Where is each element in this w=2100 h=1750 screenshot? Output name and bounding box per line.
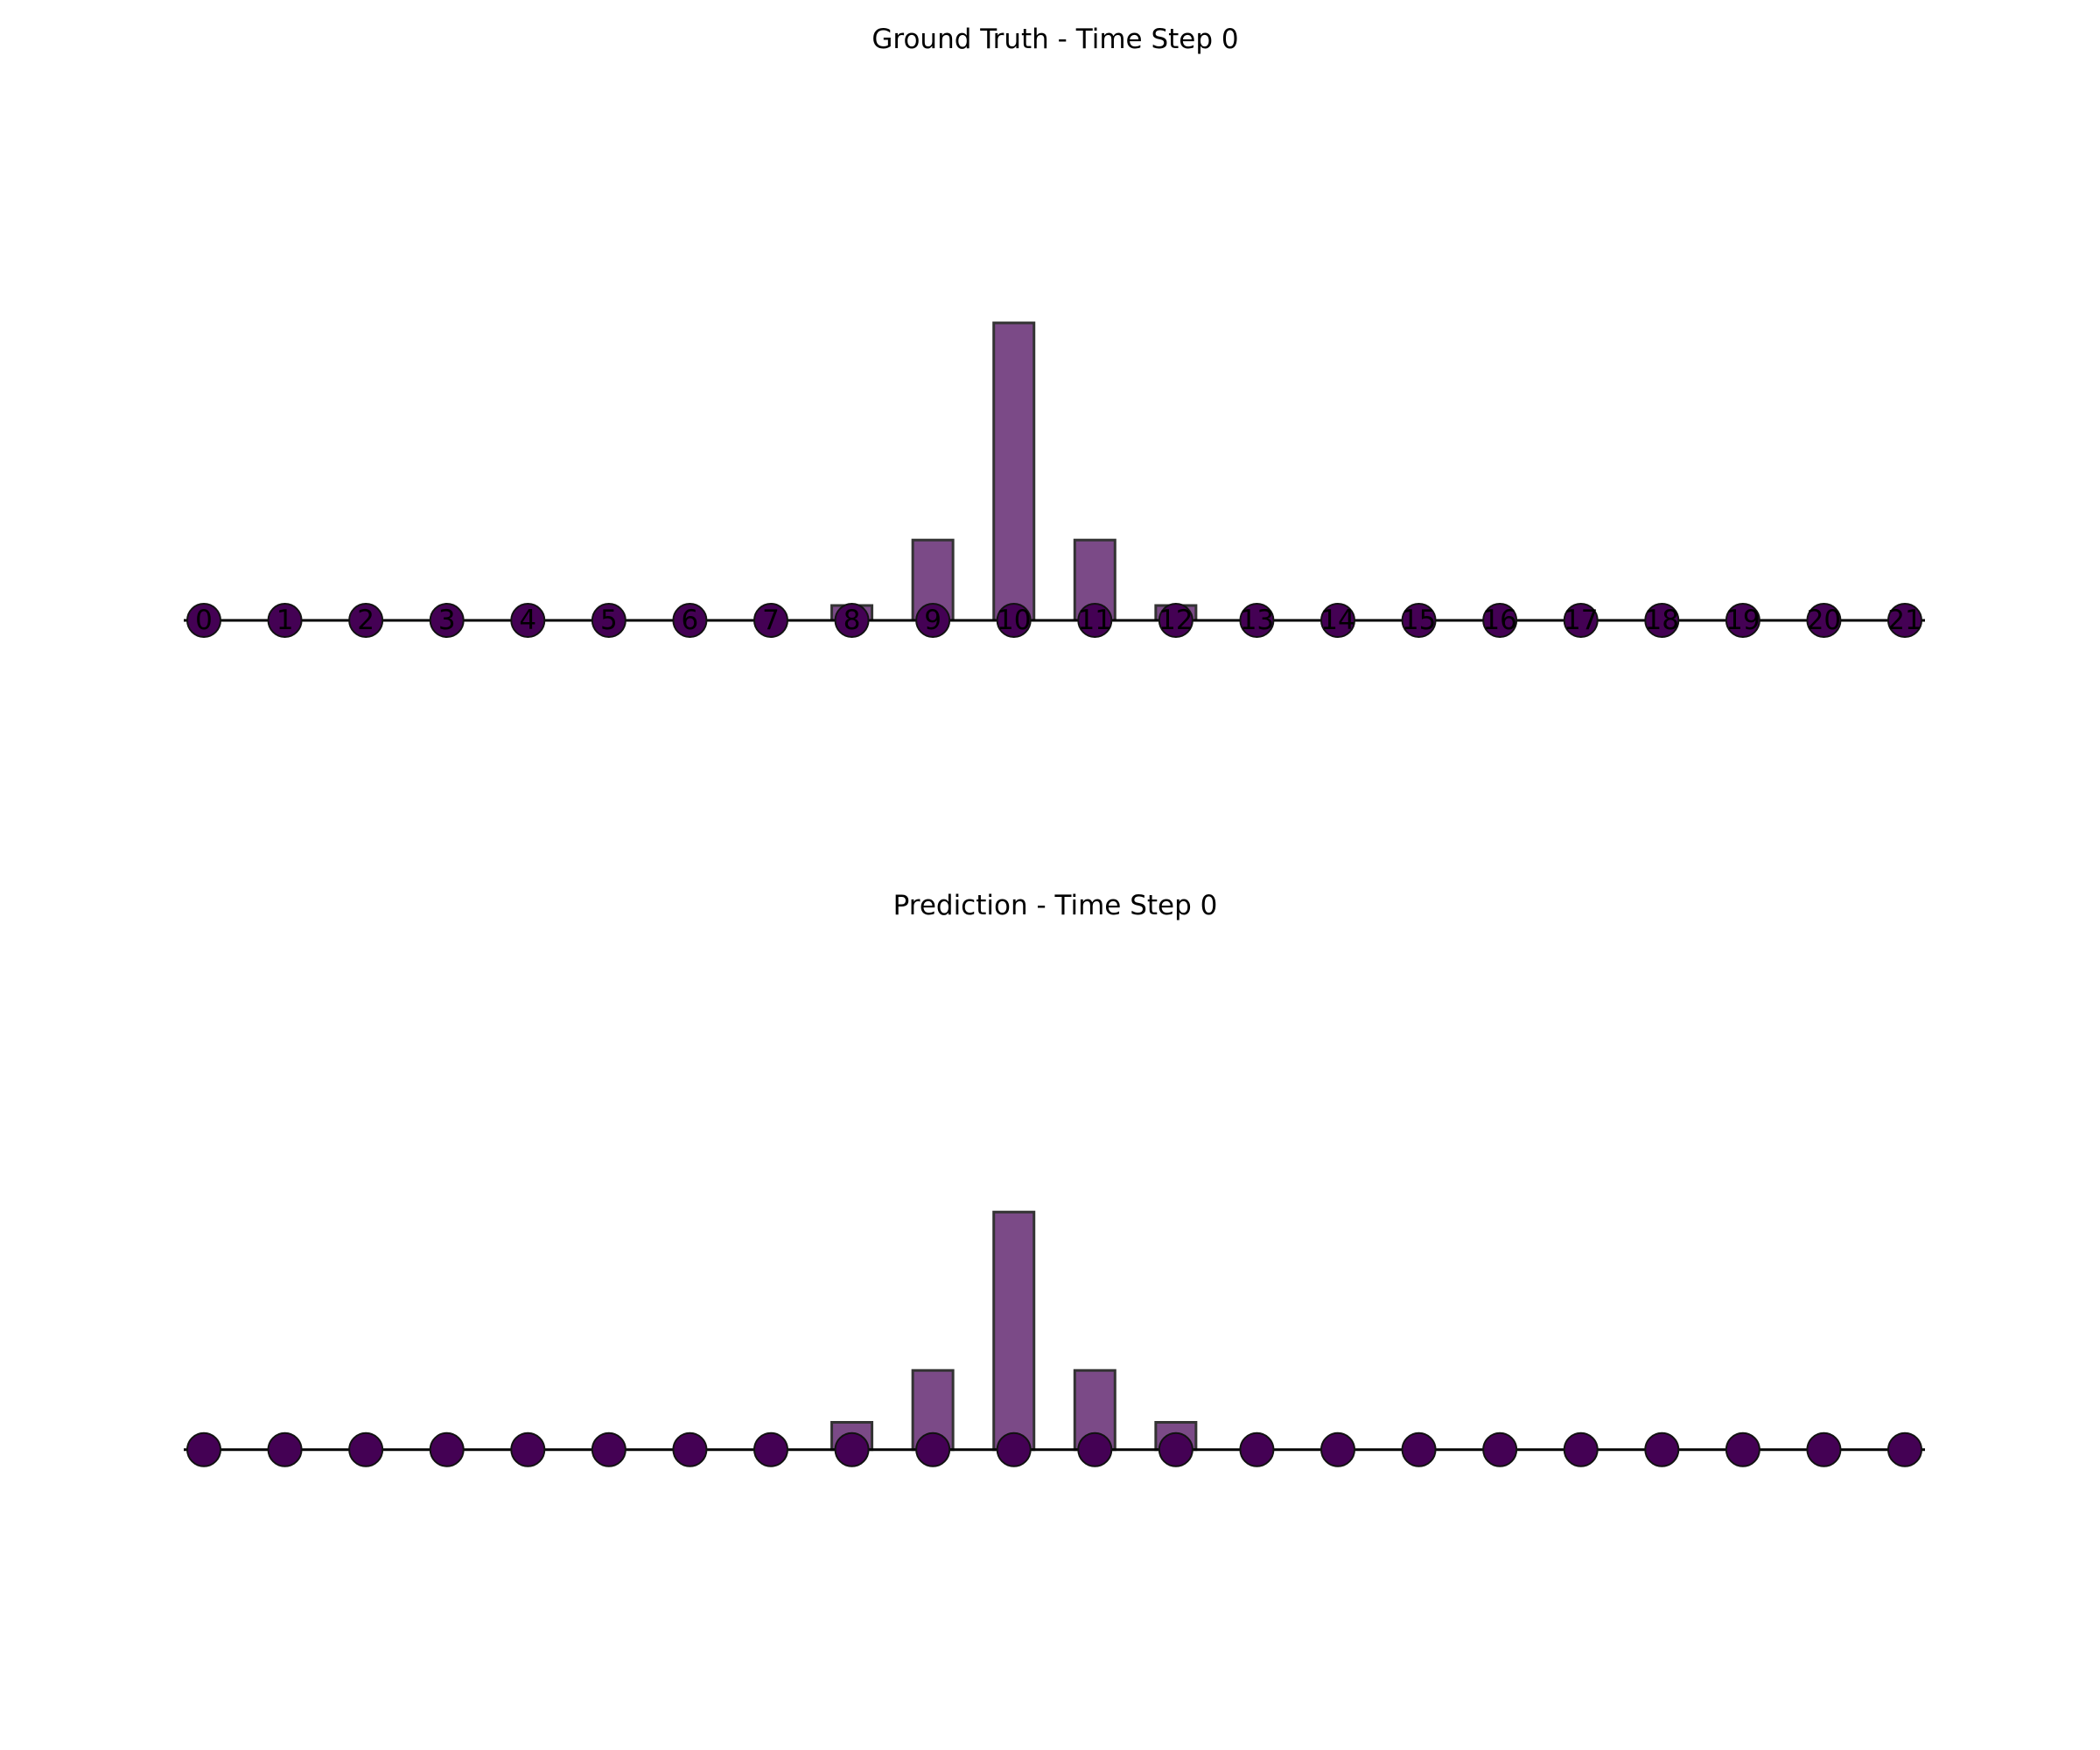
graph-node-5 bbox=[591, 1432, 626, 1467]
node-label-5: 5 bbox=[600, 605, 618, 636]
graph-node-7 bbox=[753, 603, 788, 638]
graph-node-1 bbox=[267, 603, 303, 638]
graph-node-3 bbox=[429, 603, 465, 638]
graph-node-8 bbox=[834, 603, 870, 638]
node-label-21: 21 bbox=[1887, 605, 1922, 636]
node-label-10: 10 bbox=[997, 605, 1031, 636]
node-label-9: 9 bbox=[924, 605, 942, 636]
ground-truth-chart: Ground Truth - Time Step 0 0 1 2 3 4 5 6 7 8 9 10 1… bbox=[184, 24, 1925, 638]
node-label-12: 12 bbox=[1158, 605, 1193, 636]
graph-node-14 bbox=[1320, 1432, 1355, 1467]
graph-node-16 bbox=[1482, 1432, 1518, 1467]
graph-node-11 bbox=[1077, 1432, 1113, 1467]
graph-node-14 bbox=[1320, 603, 1355, 638]
node-label-16: 16 bbox=[1482, 605, 1516, 636]
node-label-17: 17 bbox=[1564, 605, 1598, 636]
graph-node-2 bbox=[348, 603, 384, 638]
graph-node-6 bbox=[672, 1432, 708, 1467]
node-label-15: 15 bbox=[1402, 605, 1436, 636]
graph-node-18 bbox=[1644, 1432, 1680, 1467]
graph-node-15 bbox=[1401, 1432, 1437, 1467]
graph-node-3 bbox=[429, 1432, 465, 1467]
ground-truth-title: Ground Truth - Time Step 0 bbox=[872, 24, 1238, 55]
graph-node-21 bbox=[1887, 1432, 1922, 1467]
graph-node-1 bbox=[267, 1432, 303, 1467]
graph-node-17 bbox=[1563, 603, 1599, 638]
prediction-chart: Prediction - Time Step 0 bbox=[184, 890, 1925, 1467]
graph-node-21 bbox=[1887, 603, 1922, 638]
graph-node-0 bbox=[186, 603, 221, 638]
graph-node-12 bbox=[1158, 603, 1194, 638]
graph-node-2 bbox=[348, 1432, 384, 1467]
node-label-14: 14 bbox=[1320, 605, 1354, 636]
graph-node-16 bbox=[1482, 603, 1518, 638]
graph-node-9 bbox=[915, 603, 951, 638]
node-label-6: 6 bbox=[682, 605, 699, 636]
node-label-4: 4 bbox=[519, 605, 536, 636]
graph-node-4 bbox=[510, 1432, 546, 1467]
graph-node-19 bbox=[1725, 1432, 1760, 1467]
node-label-3: 3 bbox=[438, 605, 456, 636]
graph-node-20 bbox=[1806, 1432, 1842, 1467]
node-label-0: 0 bbox=[195, 605, 213, 636]
graph-node-0 bbox=[186, 1432, 221, 1467]
node-label-7: 7 bbox=[762, 605, 780, 636]
node-label-19: 19 bbox=[1726, 605, 1760, 636]
graph-node-7 bbox=[753, 1432, 788, 1467]
graph-node-4 bbox=[510, 603, 546, 638]
graph-node-20 bbox=[1806, 603, 1842, 638]
prediction-title: Prediction - Time Step 0 bbox=[893, 890, 1218, 921]
graph-node-9 bbox=[915, 1432, 951, 1467]
graph-node-11 bbox=[1077, 603, 1113, 638]
bar-node-10 bbox=[992, 321, 1036, 622]
graph-node-10 bbox=[996, 603, 1032, 638]
graph-node-13 bbox=[1239, 1432, 1275, 1467]
graph-node-19 bbox=[1725, 603, 1760, 638]
graph-node-12 bbox=[1158, 1432, 1194, 1467]
graph-node-10 bbox=[996, 1432, 1032, 1467]
node-label-8: 8 bbox=[844, 605, 861, 636]
graph-node-5 bbox=[591, 603, 626, 638]
graph-node-13 bbox=[1239, 603, 1275, 638]
node-label-20: 20 bbox=[1807, 605, 1841, 636]
graph-node-18 bbox=[1644, 603, 1680, 638]
graph-node-15 bbox=[1401, 603, 1437, 638]
graph-node-8 bbox=[834, 1432, 870, 1467]
node-label-2: 2 bbox=[357, 605, 374, 636]
graph-node-6 bbox=[672, 603, 708, 638]
node-label-18: 18 bbox=[1645, 605, 1679, 636]
graph-node-17 bbox=[1563, 1432, 1599, 1467]
node-label-11: 11 bbox=[1078, 605, 1112, 636]
bar-node-10 bbox=[992, 1210, 1036, 1452]
node-label-13: 13 bbox=[1240, 605, 1274, 636]
node-label-1: 1 bbox=[276, 605, 294, 636]
